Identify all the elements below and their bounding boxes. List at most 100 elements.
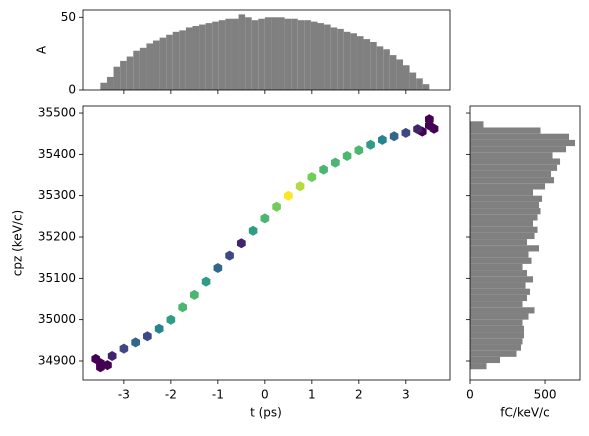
bar	[470, 183, 546, 190]
bar	[470, 313, 529, 320]
bar	[304, 20, 311, 91]
hex	[342, 151, 352, 161]
bar	[113, 66, 121, 90]
bar	[251, 20, 259, 91]
bar	[470, 350, 517, 357]
bar	[389, 55, 397, 90]
main-frame	[82, 105, 451, 381]
hex	[389, 131, 399, 142]
bar	[470, 164, 558, 171]
bar	[470, 214, 538, 221]
hex	[307, 172, 317, 183]
bar	[231, 18, 239, 90]
bar	[416, 78, 423, 90]
bar	[403, 65, 410, 90]
bar	[396, 59, 404, 90]
bar	[470, 158, 561, 165]
bar	[470, 276, 534, 283]
x-tick-label: 0	[261, 388, 269, 402]
bar	[324, 24, 331, 90]
hex	[103, 360, 112, 371]
hex	[154, 323, 164, 334]
y-tick-label: 35000	[38, 312, 76, 326]
y-label: cpz (keV/c)	[11, 210, 25, 276]
bar	[383, 49, 390, 90]
hex	[425, 120, 434, 131]
top-y-tick-label: 0	[68, 83, 76, 97]
bar	[291, 18, 298, 90]
top-y-tick-label: 50	[61, 10, 76, 24]
hex	[190, 289, 199, 300]
bar	[470, 220, 534, 227]
bar	[422, 84, 430, 90]
bar	[470, 239, 528, 246]
bar	[470, 319, 523, 326]
x-tick-label: -2	[165, 388, 177, 402]
bar	[470, 325, 525, 333]
right-x-tick-label: 500	[534, 388, 557, 402]
bar	[218, 20, 226, 91]
bar	[363, 39, 371, 90]
bar	[470, 332, 525, 339]
hex	[272, 201, 281, 212]
hex	[295, 181, 305, 192]
hex	[178, 302, 187, 313]
bar	[470, 208, 541, 215]
hex	[131, 337, 140, 348]
hex	[107, 351, 117, 361]
x-tick-label: 3	[402, 388, 410, 402]
bar	[106, 76, 114, 90]
bar	[172, 31, 180, 90]
bar	[470, 170, 552, 178]
bar	[470, 307, 535, 314]
bar	[199, 24, 206, 90]
bar	[343, 31, 351, 90]
hex	[213, 263, 223, 273]
right-x-label: fC/keV/c	[500, 406, 549, 420]
x-tick-label: 2	[355, 388, 363, 402]
bar	[310, 21, 318, 90]
bar	[470, 344, 522, 351]
hex	[319, 164, 328, 175]
bar	[470, 270, 528, 277]
bar	[470, 226, 538, 233]
bar	[225, 18, 232, 90]
bar	[370, 42, 377, 90]
y-tick-label: 35400	[38, 147, 76, 161]
hex	[237, 238, 246, 249]
y-tick-label: 35100	[38, 271, 76, 285]
x-label: t (ps)	[250, 406, 282, 420]
bar	[139, 47, 147, 90]
hex	[378, 134, 387, 145]
bar	[166, 34, 173, 90]
bar	[470, 195, 543, 202]
hex	[413, 124, 422, 135]
bar	[153, 40, 160, 90]
bar	[185, 27, 193, 91]
top-frame	[82, 9, 451, 91]
bar	[470, 152, 553, 159]
y-tick-label: 35500	[38, 106, 76, 120]
bar	[470, 282, 526, 289]
bar	[470, 251, 529, 258]
hex	[248, 225, 258, 236]
bar	[470, 288, 531, 295]
bar	[470, 177, 555, 184]
bar	[133, 50, 140, 90]
bar	[470, 127, 541, 134]
bar	[100, 82, 107, 90]
bar	[470, 263, 523, 271]
bar	[376, 46, 384, 90]
hex	[96, 358, 105, 369]
bar	[409, 72, 417, 90]
bar	[120, 60, 127, 90]
bar	[317, 23, 325, 90]
bar	[350, 33, 357, 90]
bar	[470, 133, 570, 140]
bar	[330, 27, 338, 91]
bar	[159, 37, 167, 90]
bar	[470, 338, 523, 345]
bar	[284, 18, 292, 90]
bar	[205, 23, 213, 90]
